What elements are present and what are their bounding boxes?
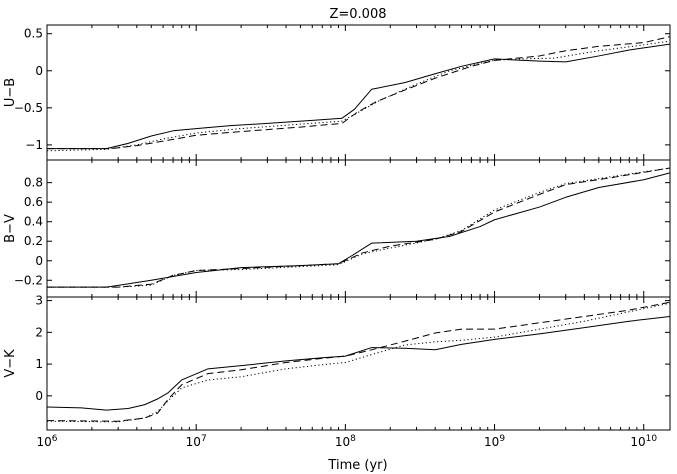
series-line-dotted xyxy=(46,40,671,152)
x-tick-label: 1010 xyxy=(630,434,657,449)
y-tick-label: 2 xyxy=(35,325,43,339)
y-tick-label: −1 xyxy=(25,138,43,152)
y-tick-label: −0.2 xyxy=(14,273,43,287)
x-axis-label: Time (yr) xyxy=(327,458,387,473)
x-tick-labels: 106 107 108 109 1010 xyxy=(36,434,657,449)
series-line-solid xyxy=(46,315,671,411)
y-axis-label: B−V xyxy=(3,214,18,243)
series-line-solid xyxy=(47,172,671,288)
panels-group: −1 −0.5 0 0.5 U−B −0.2 0 0.2 0.4 0.6 0.8 B−V 0 1 2 3 V−K… xyxy=(3,24,671,449)
y-tick-label: 1 xyxy=(35,357,43,371)
y-tick-label: 0.6 xyxy=(24,195,43,209)
panel-frame xyxy=(46,296,671,431)
x-tick-label: 109 xyxy=(484,434,505,449)
y-tick-label: 0.8 xyxy=(24,176,43,190)
panel-2: −0.2 0 0.2 0.4 0.6 0.8 B−V xyxy=(3,159,671,298)
y-tick-label: 3 xyxy=(35,294,43,308)
y-axis-label: U−B xyxy=(3,78,18,107)
y-tick-label: 0.5 xyxy=(24,27,43,41)
panel-frame xyxy=(46,159,671,298)
x-tick-label: 107 xyxy=(186,434,207,449)
panel-1: −1 −0.5 0 0.5 U−B xyxy=(3,24,671,161)
y-tick-label: 0.4 xyxy=(24,215,43,229)
panel-3: 0 1 2 3 V−K xyxy=(3,294,671,431)
chart-title: Z=0.008 xyxy=(329,7,386,22)
y-tick-label: 0 xyxy=(35,254,43,268)
series-line-dotted xyxy=(47,167,671,288)
y-tick-label: 0 xyxy=(35,64,43,78)
series-line-solid xyxy=(47,43,671,150)
series-line-dashed xyxy=(46,301,671,422)
x-tick-label: 108 xyxy=(335,434,356,449)
y-axis-label: V−K xyxy=(3,349,18,378)
series-line-dashed xyxy=(47,167,671,288)
series-line-dashed xyxy=(47,36,671,150)
y-tick-label: 0.2 xyxy=(24,234,43,248)
y-tick-label: 0 xyxy=(35,389,43,403)
series-line-dotted xyxy=(46,302,671,423)
x-tick-label: 106 xyxy=(36,434,57,449)
y-tick-label: −0.5 xyxy=(14,101,43,115)
